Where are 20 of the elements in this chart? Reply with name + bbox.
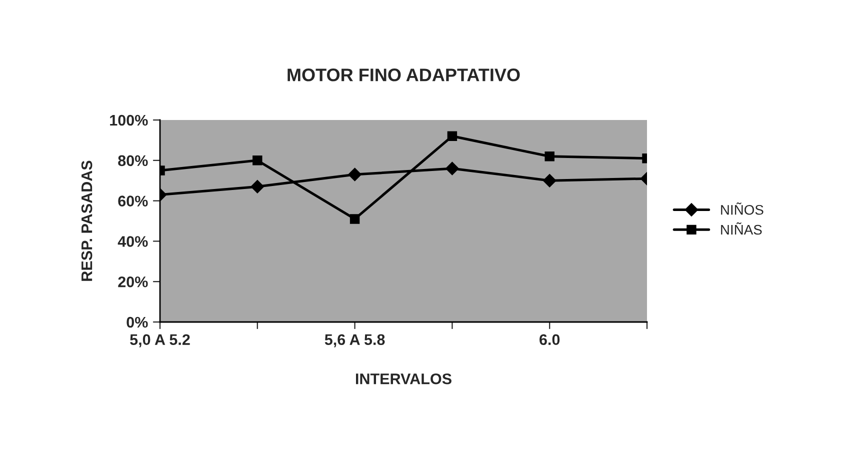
x-tick-label: 5,0 A 5.2	[130, 334, 190, 348]
y-tick-label: 100%	[110, 114, 148, 126]
point	[447, 131, 458, 142]
legend-label: NIÑOS	[721, 202, 764, 215]
y-axis-title: RESP. PASADAS	[81, 160, 92, 281]
chart-title: MOTOR FINO ADAPTATIVO	[288, 68, 520, 82]
y-tick-label: 60%	[118, 196, 148, 206]
x-axis-title: INTERVALOS	[356, 373, 452, 384]
x-tick-label: 6.0	[540, 334, 560, 346]
point	[544, 152, 554, 162]
y-tick-label: 20%	[118, 276, 148, 288]
point	[350, 214, 360, 224]
y-tick-label: 40%	[118, 236, 148, 247]
x-tick-label: 5,6 A 5.8	[324, 334, 385, 348]
y-tick-label: 80%	[118, 155, 148, 166]
y-tick-label: 0%	[126, 316, 148, 328]
point	[252, 156, 262, 166]
legend-label: NIÑAS	[721, 222, 762, 235]
point	[348, 168, 362, 182]
point	[446, 162, 459, 176]
